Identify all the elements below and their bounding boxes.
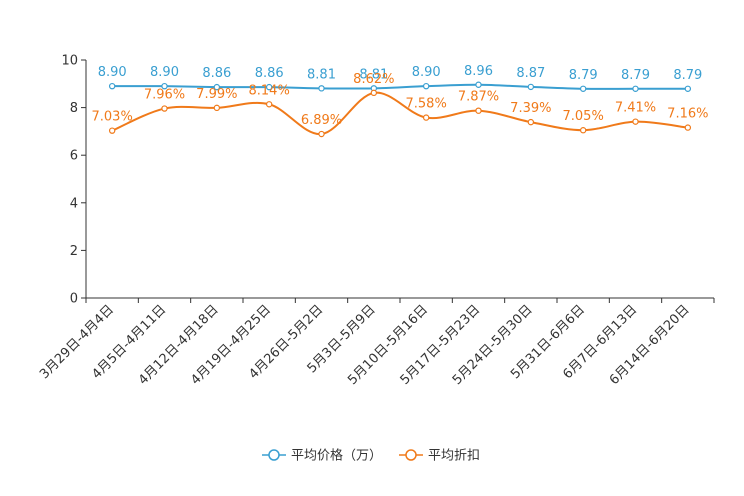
- data-label: 8.96: [464, 64, 493, 79]
- data-point: [422, 114, 430, 121]
- y-tick-label: 6: [70, 149, 78, 164]
- data-point: [422, 82, 430, 90]
- data-point: [579, 127, 587, 134]
- data-point: [579, 85, 587, 92]
- legend-item-1: 平均价格（万）: [262, 448, 382, 464]
- data-label: 8.62%: [353, 72, 394, 87]
- legend-label: 平均折扣: [428, 449, 480, 464]
- axes: 02468103月29日-4月4日4月5日-4月11日4月12日-4月18日4月…: [37, 54, 715, 388]
- series-line-1: [112, 83, 688, 90]
- data-label: 7.05%: [563, 109, 604, 124]
- data-label: 6.89%: [301, 113, 342, 128]
- data-label: 8.81: [307, 67, 336, 82]
- data-point: [161, 82, 168, 90]
- legend-marker: [268, 449, 280, 461]
- data-point: [213, 104, 221, 112]
- data-point: [632, 118, 639, 125]
- legend: 平均价格（万） 平均折扣: [262, 448, 480, 464]
- data-label: 7.99%: [196, 87, 237, 102]
- data-point: [108, 82, 116, 90]
- data-labels: 8.90 8.90 8.86 8.86 8.81 8.81 8.90 8.96 8.87 8.79…: [92, 64, 709, 128]
- y-tick-label: 8: [70, 101, 78, 116]
- data-point: [161, 105, 168, 112]
- data-point: [318, 130, 325, 138]
- data-point: [475, 81, 482, 88]
- data-label: 8.79: [673, 68, 702, 83]
- data-label: 8.90: [150, 65, 179, 80]
- data-point: [632, 85, 639, 92]
- y-tick-label: 4: [70, 196, 78, 211]
- data-point: [108, 127, 116, 134]
- data-label: 8.87: [516, 66, 545, 81]
- data-label: 8.14%: [249, 83, 290, 98]
- data-label: 8.90: [98, 65, 127, 80]
- data-label: 7.96%: [144, 88, 185, 103]
- data-point: [475, 107, 482, 114]
- data-point: [527, 83, 535, 91]
- data-point: [318, 85, 325, 92]
- data-point: [265, 101, 273, 108]
- data-point: [684, 85, 692, 92]
- data-point: [265, 83, 273, 91]
- data-label: 8.86: [202, 66, 231, 81]
- data-label: 7.41%: [615, 101, 656, 116]
- data-point: [527, 118, 535, 126]
- y-tick-label: 10: [61, 54, 78, 69]
- legend-item-2: 平均折扣: [399, 449, 480, 464]
- y-tick-label: 2: [70, 244, 78, 259]
- data-point: [213, 83, 221, 91]
- data-label: 7.16%: [667, 107, 708, 122]
- data-label: 7.03%: [92, 110, 133, 125]
- data-label: 7.87%: [458, 90, 499, 105]
- legend-marker: [405, 449, 417, 461]
- data-label: 8.81: [359, 67, 388, 82]
- y-tick-label: 0: [70, 292, 78, 307]
- series-lines: [108, 81, 692, 138]
- data-point: [684, 124, 692, 131]
- data-label: 8.86: [255, 66, 284, 81]
- data-label: 8.79: [569, 68, 598, 83]
- data-label: 7.58%: [406, 97, 447, 112]
- legend-label: 平均价格（万）: [291, 448, 382, 464]
- data-label: 8.90: [412, 65, 441, 80]
- data-label: 7.39%: [510, 101, 551, 116]
- data-label: 8.79: [621, 68, 650, 83]
- data-point: [370, 89, 378, 97]
